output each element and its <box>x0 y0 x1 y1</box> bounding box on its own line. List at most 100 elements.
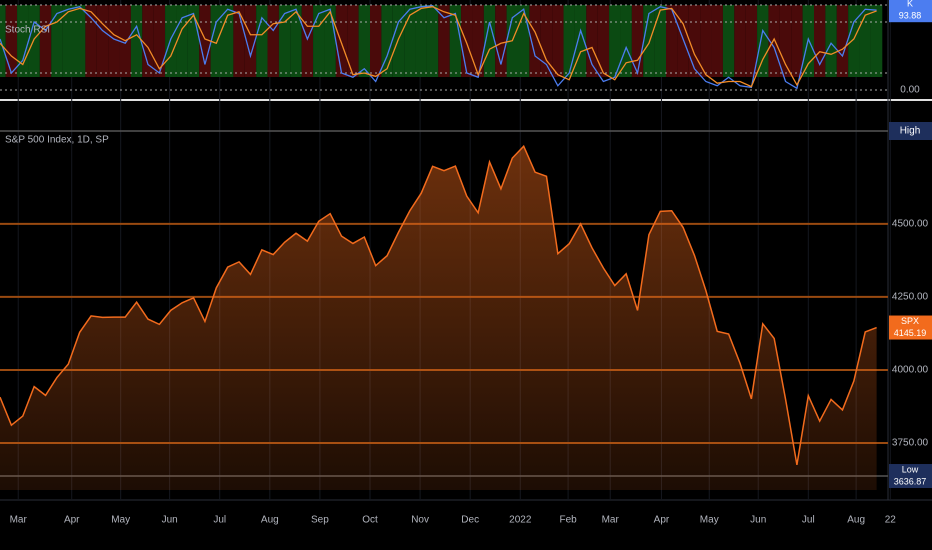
background-band <box>563 5 575 77</box>
x-tick-label: Nov <box>411 515 429 526</box>
price-label-box <box>889 315 932 340</box>
series-name: K <box>907 0 913 9</box>
price-line <box>0 144 877 466</box>
background-band <box>631 5 644 77</box>
last-value: 4145.19 <box>894 328 927 338</box>
x-tick-label: May <box>700 515 719 526</box>
background-band <box>335 5 348 77</box>
area-fill <box>0 146 877 490</box>
x-tick-label: Aug <box>261 515 279 526</box>
background-band <box>711 5 723 77</box>
background-band <box>870 5 883 77</box>
background-band <box>256 5 268 77</box>
background-band <box>666 5 678 77</box>
x-tick-label: Dec <box>461 515 479 526</box>
background-band <box>768 5 780 77</box>
background-band <box>700 5 712 77</box>
x-tick-label: May <box>111 515 130 526</box>
background-band <box>17 5 29 77</box>
x-tick-label: 22 <box>885 515 897 526</box>
background-band <box>85 5 97 77</box>
pane-title: S&P 500 Index, 1D, SP <box>5 135 109 146</box>
background-band <box>130 5 143 77</box>
high-label-box <box>889 121 932 140</box>
y-tick-label: 4500.00 <box>892 219 929 230</box>
x-tick-label: Aug <box>847 515 865 526</box>
background-band <box>370 5 382 77</box>
background-band <box>426 5 439 77</box>
background-band <box>108 5 120 77</box>
background-band <box>187 5 200 77</box>
background-band <box>552 5 564 77</box>
x-tick-label: Jun <box>162 515 178 526</box>
background-band <box>449 5 462 77</box>
background-band <box>620 5 632 77</box>
background-band <box>313 5 325 77</box>
background-band <box>222 5 234 77</box>
background-band <box>290 5 302 77</box>
pane-title: Stoch RSI <box>5 25 50 36</box>
y-tick-label: 3750.00 <box>892 438 929 449</box>
low-label: Low <box>902 464 919 474</box>
background-band <box>483 5 496 77</box>
background-band <box>814 5 826 77</box>
background-band <box>643 5 655 77</box>
background-band <box>461 5 473 77</box>
background-band <box>324 5 336 77</box>
x-tick-label: Jun <box>750 515 766 526</box>
background-band <box>347 5 359 77</box>
background-band <box>153 5 166 77</box>
background-band <box>574 5 587 77</box>
background-band <box>415 5 427 77</box>
background-band <box>51 5 63 77</box>
background-band <box>267 5 279 77</box>
x-tick-label: Mar <box>10 515 28 526</box>
x-tick-label: 2022 <box>509 515 532 526</box>
x-tick-label: Apr <box>654 515 670 526</box>
background-band <box>278 5 291 77</box>
background-band <box>518 5 530 77</box>
price-label-box <box>889 0 932 23</box>
background-band <box>74 5 86 77</box>
background-band <box>438 5 450 77</box>
oscillator-line <box>0 6 877 88</box>
x-tick-label: Jul <box>213 515 226 526</box>
background-band <box>848 5 860 77</box>
background-band <box>0 5 6 77</box>
low-label-box <box>889 464 932 489</box>
background-band <box>597 5 610 77</box>
high-label: High <box>900 126 921 137</box>
background-band <box>779 5 792 77</box>
background-band <box>244 5 257 77</box>
last-value: 93.88 <box>899 11 922 21</box>
low-value: 3636.87 <box>894 476 927 486</box>
background-band <box>176 5 188 77</box>
background-band <box>39 5 52 77</box>
x-tick-label: Feb <box>559 515 577 526</box>
background-band <box>472 5 484 77</box>
x-tick-label: Apr <box>64 515 80 526</box>
y-tick-label: 4000.00 <box>892 365 929 376</box>
background-band <box>791 5 803 77</box>
background-band <box>540 5 553 77</box>
background-band <box>495 5 507 77</box>
background-band <box>586 5 598 77</box>
background-band <box>96 5 109 77</box>
x-tick-label: Mar <box>602 515 620 526</box>
background-band <box>358 5 370 77</box>
background-band <box>142 5 154 77</box>
background-band <box>301 5 314 77</box>
background-band <box>381 5 393 77</box>
y-tick-label: 4250.00 <box>892 292 929 303</box>
background-band <box>654 5 666 77</box>
background-band <box>836 5 849 77</box>
y-tick-label: 0.00 <box>900 85 920 96</box>
background-band <box>62 5 74 77</box>
background-band <box>199 5 211 77</box>
background-band <box>233 5 245 77</box>
background-band <box>210 5 222 77</box>
background-band <box>825 5 837 77</box>
background-band <box>28 5 40 77</box>
background-band <box>688 5 701 77</box>
